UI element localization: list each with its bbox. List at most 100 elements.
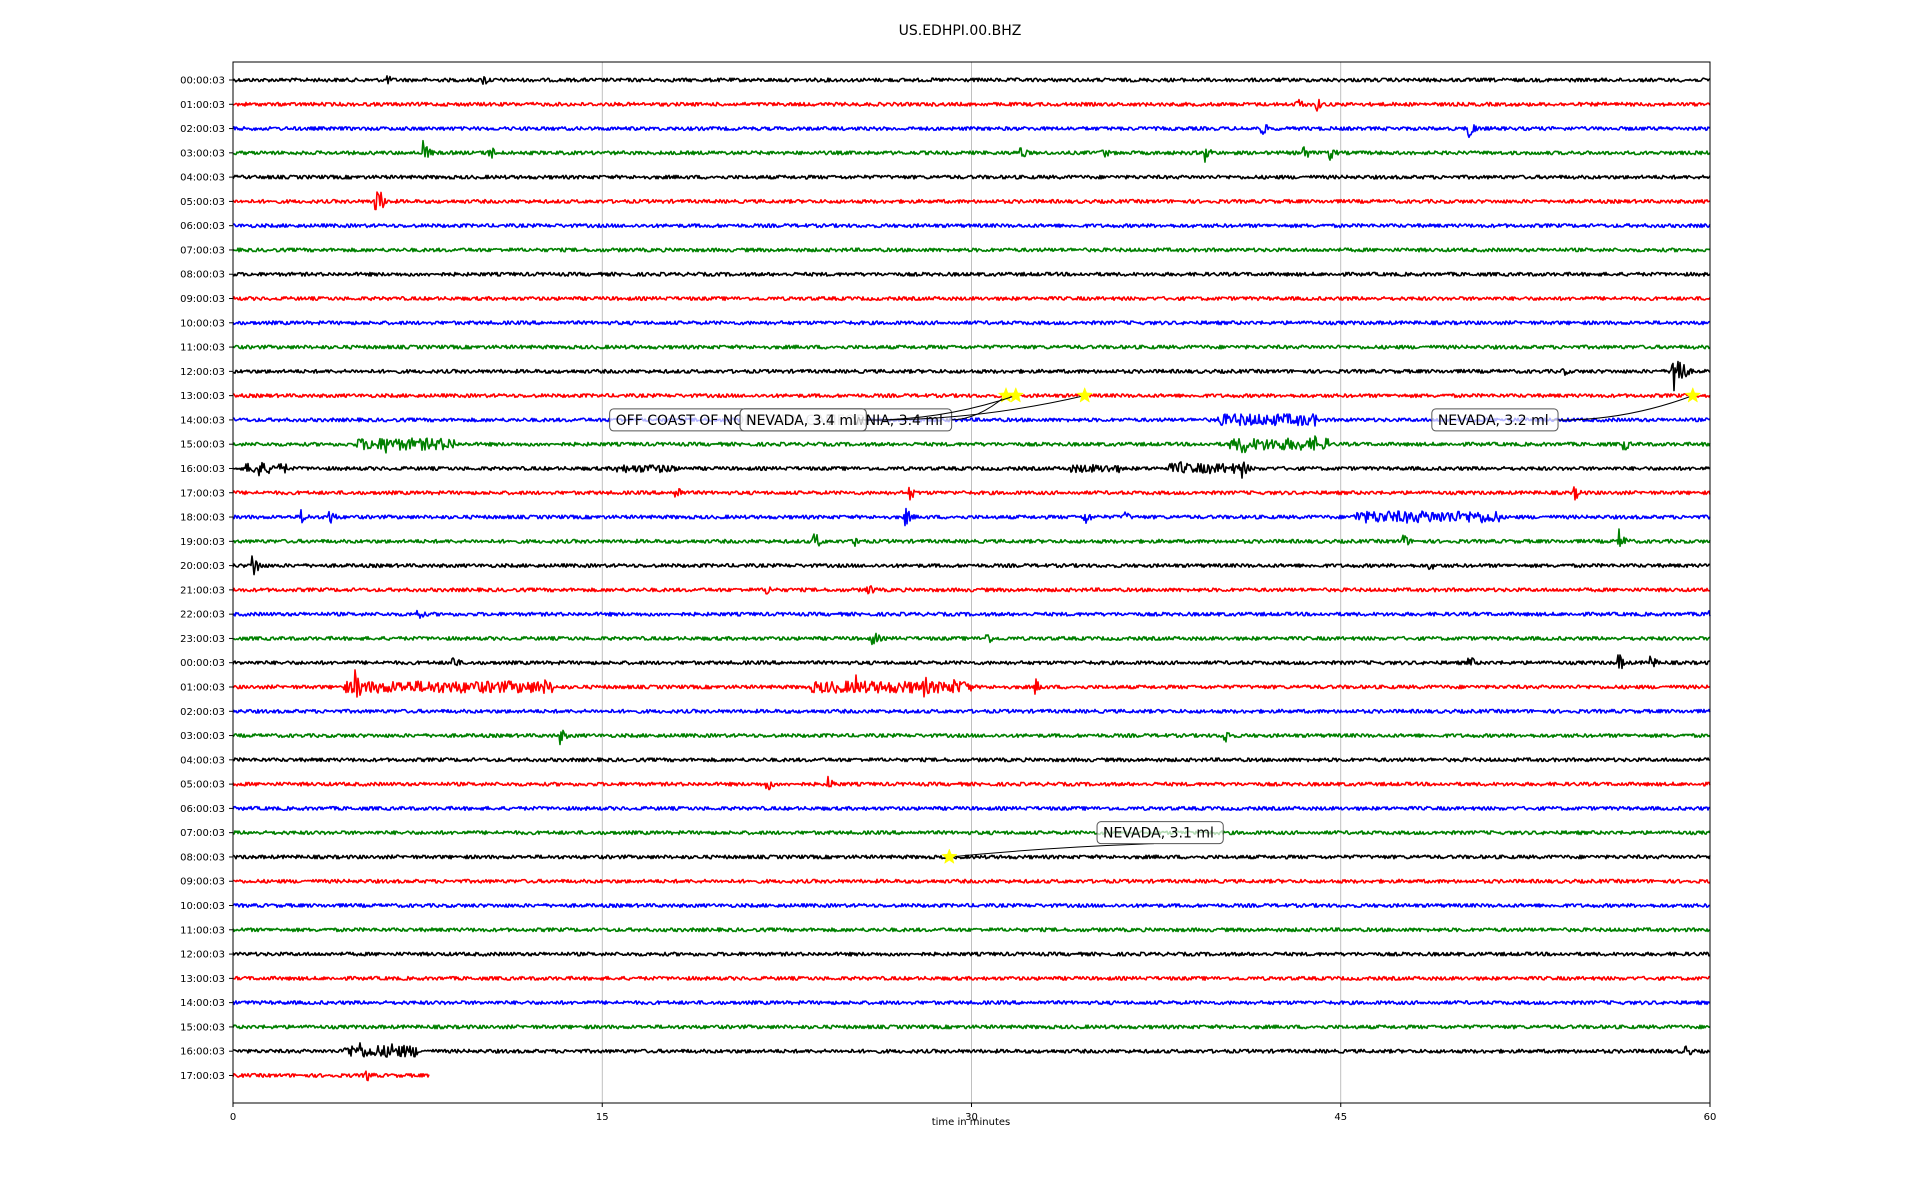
event-label: NEVADA, 3.1 ml xyxy=(1103,826,1214,842)
chart-title: US.EDHPI.00.BHZ xyxy=(899,23,1022,39)
plot-frame xyxy=(232,61,1711,1104)
y-tick-label: 05:00:03 xyxy=(180,780,225,791)
y-tick-label: 20:00:03 xyxy=(180,561,225,572)
trace-row-13 xyxy=(232,393,1711,399)
y-tick-label: 15:00:03 xyxy=(180,440,225,451)
x-axis-ticks: 0 15 30 45 60 xyxy=(230,1103,1717,1123)
y-tick-label: 06:00:03 xyxy=(180,804,225,815)
trace-row-25 xyxy=(232,669,1711,698)
trace-row-15 xyxy=(232,435,1711,454)
y-tick-label: 03:00:03 xyxy=(180,731,225,742)
y-tick-label: 10:00:03 xyxy=(180,901,225,912)
y-tick-label: 14:00:03 xyxy=(180,415,225,426)
x-tick-label: 60 xyxy=(1704,1112,1717,1123)
y-tick-label: 12:00:03 xyxy=(180,950,225,961)
y-tick-label: 23:00:03 xyxy=(180,634,225,645)
trace-row-10 xyxy=(232,320,1711,326)
y-tick-label: 08:00:03 xyxy=(180,852,225,863)
y-tick-label: 17:00:03 xyxy=(180,488,225,499)
y-tick-label: 00:00:03 xyxy=(180,76,225,87)
event-star-icon xyxy=(1684,386,1702,403)
x-tick-label: 45 xyxy=(1334,1112,1347,1123)
y-tick-label: 19:00:03 xyxy=(180,537,225,548)
y-tick-label: 12:00:03 xyxy=(180,367,225,378)
trace-row-4 xyxy=(232,174,1711,180)
y-tick-label: 09:00:03 xyxy=(180,294,225,305)
y-tick-label: 01:00:03 xyxy=(180,683,225,694)
trace-row-2 xyxy=(232,124,1711,139)
trace-row-27 xyxy=(232,729,1711,746)
y-tick-label: 08:00:03 xyxy=(180,270,225,281)
event-connector xyxy=(949,843,1154,858)
event-star-icon xyxy=(941,848,958,864)
trace-row-32 xyxy=(232,854,1711,860)
trace-row-20 xyxy=(232,555,1711,576)
x-tick-label: 15 xyxy=(596,1112,609,1123)
trace-row-12 xyxy=(232,360,1711,392)
trace-row-19 xyxy=(232,528,1711,547)
trace-row-8 xyxy=(232,271,1711,277)
y-tick-label: 10:00:03 xyxy=(180,318,225,329)
y-tick-label: 13:00:03 xyxy=(180,391,225,402)
x-tick-label: 0 xyxy=(230,1112,236,1123)
trace-row-41 xyxy=(232,1070,430,1082)
y-tick-label: 21:00:03 xyxy=(180,585,225,596)
y-tick-label: 16:00:03 xyxy=(180,1047,225,1058)
trace-layer xyxy=(232,75,1711,1082)
event-label-box xyxy=(739,408,867,432)
trace-row-37 xyxy=(232,975,1711,981)
trace-row-26 xyxy=(232,708,1711,714)
event-connector xyxy=(1552,395,1693,421)
event-annotations: OFF COAST OF NORTHERN CALIFORNIA, 3.4 ml… xyxy=(609,386,1702,864)
y-tick-label: 22:00:03 xyxy=(180,610,225,621)
y-tick-label: 16:00:03 xyxy=(180,464,225,475)
y-tick-label: 02:00:03 xyxy=(180,707,225,718)
y-tick-label: 07:00:03 xyxy=(180,245,225,256)
trace-row-35 xyxy=(232,927,1711,933)
event-connector xyxy=(860,395,1085,421)
event-annotation: NEVADA, 3.4 ml xyxy=(739,386,1093,432)
x-axis-label: time in minutes xyxy=(932,1117,1011,1128)
row-labels: 00:00:03 01:00:03 02:00:03 03:00:03 04:00:03… xyxy=(180,76,233,1082)
trace-row-39 xyxy=(232,1024,1711,1030)
trace-row-3 xyxy=(233,139,1711,163)
y-tick-label: 09:00:03 xyxy=(180,877,225,888)
trace-row-38 xyxy=(232,1000,1711,1006)
trace-row-40 xyxy=(232,1042,1711,1058)
y-tick-label: 00:00:03 xyxy=(180,658,225,669)
event-label-box xyxy=(1431,408,1559,432)
trace-row-23 xyxy=(232,632,1711,646)
y-tick-label: 01:00:03 xyxy=(180,100,225,111)
event-annotation: NEVADA, 3.2 ml xyxy=(1431,386,1702,432)
trace-row-28 xyxy=(232,757,1711,763)
trace-row-1 xyxy=(232,98,1711,112)
y-tick-label: 14:00:03 xyxy=(180,998,225,1009)
event-label: NEVADA, 3.2 ml xyxy=(1438,413,1549,429)
y-tick-label: 02:00:03 xyxy=(180,124,225,135)
trace-row-18 xyxy=(232,507,1711,527)
trace-row-21 xyxy=(232,585,1711,595)
trace-row-30 xyxy=(232,805,1711,811)
x-tick-label: 30 xyxy=(965,1112,978,1123)
y-tick-label: 15:00:03 xyxy=(180,1022,225,1033)
trace-row-22 xyxy=(232,609,1711,619)
trace-row-33 xyxy=(233,878,1711,884)
trace-row-16 xyxy=(232,461,1711,479)
event-star-icon xyxy=(1076,386,1093,403)
trace-row-0 xyxy=(232,75,1711,85)
trace-row-7 xyxy=(232,247,1711,253)
trace-row-9 xyxy=(232,295,1711,302)
trace-row-17 xyxy=(232,486,1711,501)
y-tick-label: 11:00:03 xyxy=(180,925,225,936)
trace-row-11 xyxy=(232,344,1711,350)
trace-row-6 xyxy=(232,223,1711,229)
event-annotation: NEVADA, 3.1 ml xyxy=(941,821,1224,864)
trace-row-34 xyxy=(232,902,1710,909)
event-label: NEVADA, 3.4 ml xyxy=(746,413,857,429)
trace-row-5 xyxy=(232,191,1711,211)
trace-row-24 xyxy=(232,654,1711,670)
trace-row-31 xyxy=(232,830,1711,836)
y-tick-label: 06:00:03 xyxy=(180,221,225,232)
trace-row-36 xyxy=(232,951,1711,957)
